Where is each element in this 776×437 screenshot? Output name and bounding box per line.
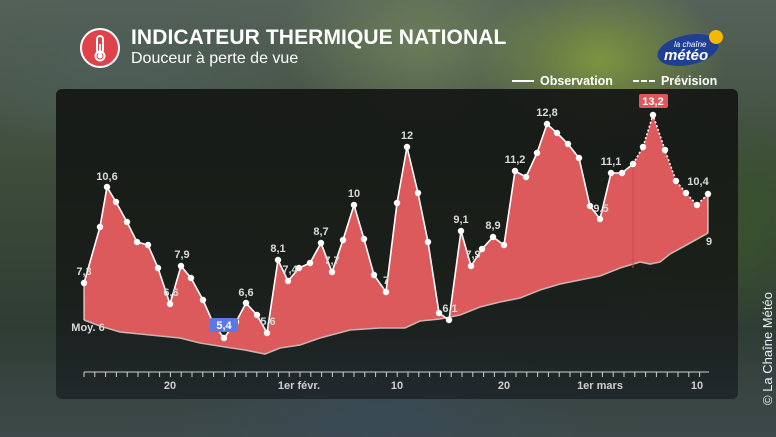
svg-text:météo: météo — [664, 47, 708, 64]
svg-text:6,6: 6,6 — [238, 287, 253, 299]
svg-text:la chaîne: la chaîne — [674, 40, 707, 49]
legend-observation: Observation — [512, 74, 613, 88]
svg-text:5,6: 5,6 — [260, 316, 275, 328]
copyright-text: © La Chaîne Météo — [760, 292, 775, 405]
la-chaine-meteo-logo: la chaîne météo — [656, 28, 726, 68]
svg-text:1er févr.: 1er févr. — [278, 380, 320, 392]
legend-forecast: Prévision — [632, 74, 717, 88]
svg-text:10: 10 — [348, 188, 360, 200]
solid-line-icon — [512, 80, 534, 82]
svg-text:7,9: 7,9 — [465, 249, 480, 261]
svg-text:6,1: 6,1 — [442, 303, 457, 315]
svg-text:10,6: 10,6 — [96, 171, 117, 183]
svg-text:10: 10 — [691, 380, 703, 392]
observation-line — [83, 122, 634, 340]
header: INDICATEUR THERMIQUE NATIONAL Douceur à … — [80, 26, 506, 69]
x-axis — [83, 371, 709, 377]
page-title: INDICATEUR THERMIQUE NATIONAL — [131, 26, 507, 49]
data-points — [80, 111, 712, 342]
value-labels: 7,3 10,6 7,9 6,6 6,6 5,6 8,1 7,4 8,7 7,7… — [71, 107, 712, 334]
svg-text:12: 12 — [401, 130, 413, 142]
svg-text:7,4: 7,4 — [282, 264, 298, 276]
svg-text:8,9: 8,9 — [485, 220, 500, 232]
svg-text:13,2: 13,2 — [642, 96, 663, 108]
svg-text:5,4: 5,4 — [216, 320, 232, 332]
svg-text:8,7: 8,7 — [313, 226, 328, 238]
svg-text:7,9: 7,9 — [174, 249, 189, 261]
svg-text:8,1: 8,1 — [270, 243, 285, 255]
svg-text:9: 9 — [706, 236, 712, 248]
thermometer-icon — [80, 27, 120, 68]
anomaly-area — [84, 115, 708, 354]
svg-text:Moy. 6: Moy. 6 — [71, 322, 104, 334]
min-value-badge: 5,4 — [210, 318, 238, 332]
svg-text:11,1: 11,1 — [601, 156, 622, 168]
max-value-badge: 13,2 — [639, 94, 668, 108]
svg-text:9,5: 9,5 — [593, 203, 608, 215]
page-subtitle: Douceur à perte de vue — [131, 50, 299, 67]
svg-text:20: 20 — [164, 380, 176, 392]
svg-text:7,7: 7,7 — [324, 255, 339, 267]
svg-text:10,4: 10,4 — [687, 176, 709, 188]
svg-text:9,1: 9,1 — [453, 214, 468, 226]
svg-text:12,8: 12,8 — [536, 107, 557, 119]
svg-text:20: 20 — [498, 380, 510, 392]
svg-text:11,2: 11,2 — [505, 154, 526, 166]
chart-legend: Observation Prévision — [512, 74, 737, 88]
svg-text:6,6: 6,6 — [163, 287, 178, 299]
dashed-line-icon — [632, 80, 655, 82]
svg-text:7: 7 — [383, 275, 389, 287]
svg-text:7,3: 7,3 — [76, 266, 91, 278]
svg-text:1er mars: 1er mars — [577, 380, 623, 392]
x-axis-labels: 20 1er févr. 10 20 1er mars 10 — [164, 380, 703, 392]
svg-text:10: 10 — [391, 380, 403, 392]
